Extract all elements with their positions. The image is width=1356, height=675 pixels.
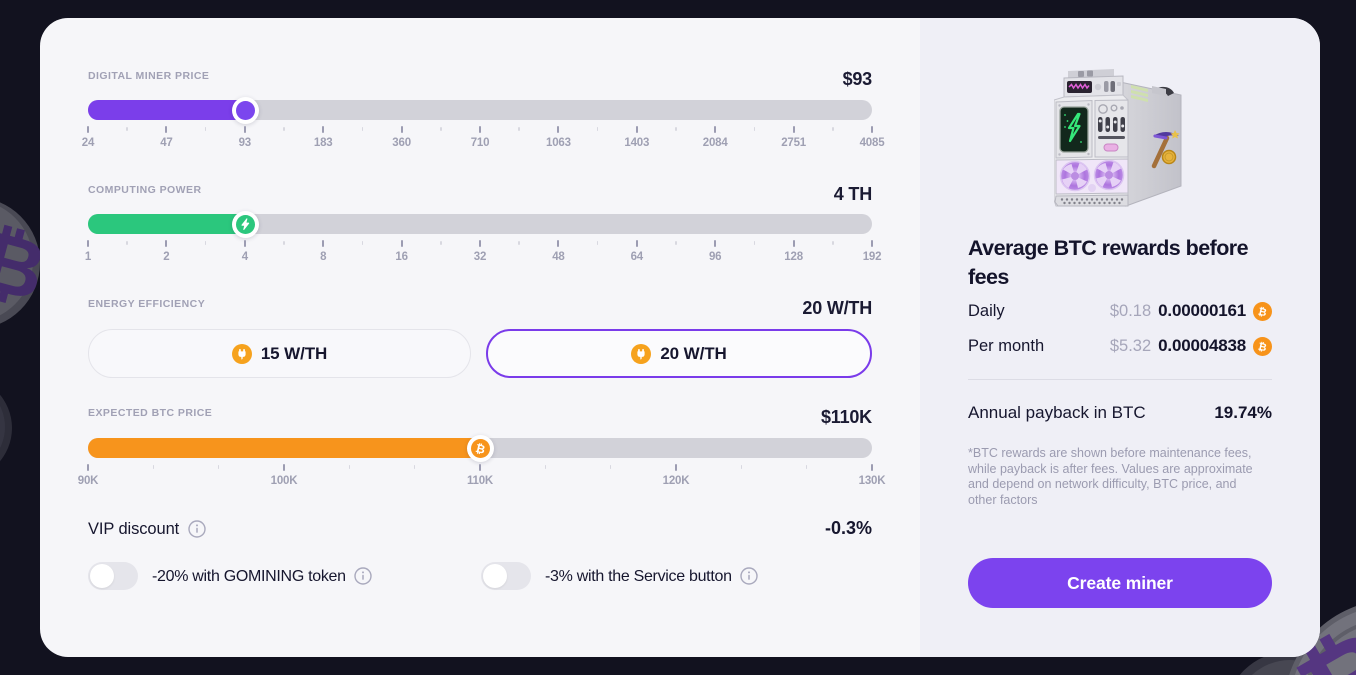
svg-text:₿: ₿ [1257,340,1268,352]
svg-text:₿: ₿ [1257,305,1268,317]
svg-text:₿: ₿ [474,441,486,455]
